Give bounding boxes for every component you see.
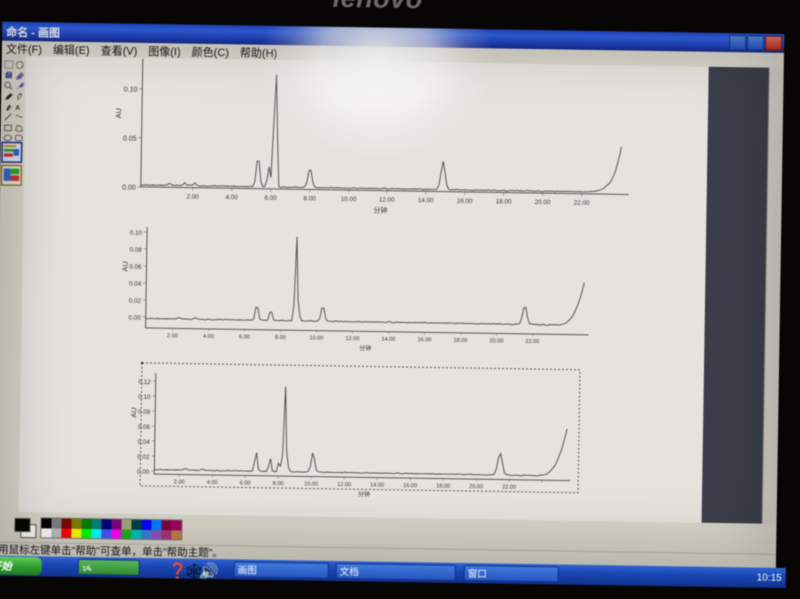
svg-text:10.00: 10.00 [304,481,318,487]
svg-text:22.00: 22.00 [502,485,516,491]
svg-text:12.00: 12.00 [379,197,395,204]
svg-text:0.10: 0.10 [124,87,138,94]
svg-text:12.00: 12.00 [345,336,359,342]
svg-text:18.00: 18.00 [436,484,450,490]
svg-text:分钟: 分钟 [373,205,387,214]
svg-text:16.00: 16.00 [403,483,417,489]
svg-text:22.00: 22.00 [574,200,590,207]
svg-text:0.00: 0.00 [137,469,150,476]
svg-text:0.04: 0.04 [129,281,142,288]
svg-text:14.00: 14.00 [418,197,434,204]
svg-text:4.00: 4.00 [207,480,218,486]
svg-text:22.00: 22.00 [525,339,539,345]
svg-text:10.00: 10.00 [341,196,357,203]
svg-text:0.02: 0.02 [129,298,142,305]
svg-text:0.04: 0.04 [137,439,150,446]
svg-text:0.08: 0.08 [138,409,151,416]
svg-text:6.00: 6.00 [239,334,250,340]
svg-text:0.00: 0.00 [122,185,136,192]
svg-text:18.00: 18.00 [496,198,512,205]
svg-text:6.00: 6.00 [264,195,277,202]
svg-text:分钟: 分钟 [359,344,371,352]
svg-text:8.00: 8.00 [303,195,316,202]
svg-text:6.00: 6.00 [240,480,251,486]
svg-text:0.12: 0.12 [138,379,151,386]
svg-text:2.00: 2.00 [174,479,185,485]
svg-text:分钟: 分钟 [358,490,370,498]
svg-text:4.00: 4.00 [225,194,238,201]
svg-text:2.00: 2.00 [186,194,199,201]
svg-text:0.02: 0.02 [137,454,150,461]
svg-text:10.00: 10.00 [309,336,323,342]
svg-text:2.00: 2.00 [167,333,178,339]
svg-text:12.00: 12.00 [337,482,351,488]
svg-text:4.00: 4.00 [203,334,214,340]
svg-text:16.00: 16.00 [457,198,473,205]
svg-text:8.00: 8.00 [273,481,284,487]
svg-text:0.10: 0.10 [138,394,151,401]
svg-text:0.10: 0.10 [130,230,143,237]
svg-text:16.00: 16.00 [417,337,431,343]
svg-text:20.00: 20.00 [489,338,503,344]
svg-text:20.00: 20.00 [535,199,551,206]
svg-text:8.00: 8.00 [275,335,286,341]
svg-text:0.08: 0.08 [129,247,142,254]
svg-text:14.00: 14.00 [381,337,395,343]
svg-text:0.05: 0.05 [123,136,137,143]
svg-text:14.00: 14.00 [370,482,384,488]
svg-text:18.00: 18.00 [453,338,467,344]
svg-text:0.00: 0.00 [128,315,141,322]
svg-text:20.00: 20.00 [469,484,483,490]
svg-text:0.06: 0.06 [138,424,151,431]
svg-text:0.06: 0.06 [129,264,142,271]
